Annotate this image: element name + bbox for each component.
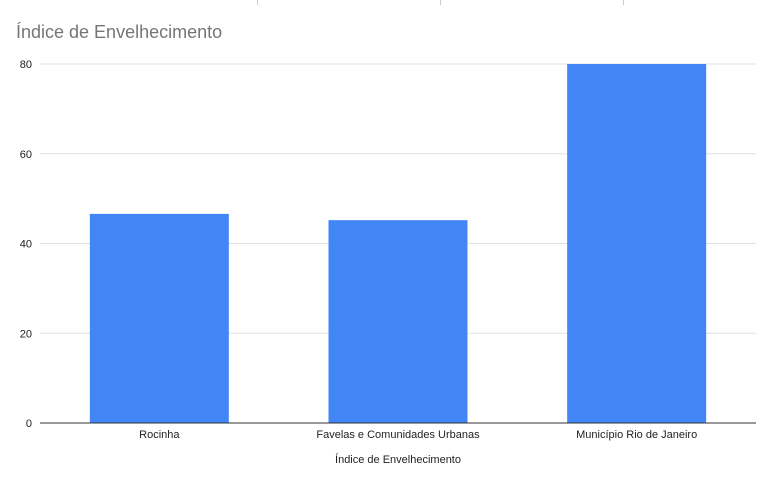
chart-title: Índice de Envelhecimento (16, 22, 223, 42)
x-axis-title: Índice de Envelhecimento (335, 453, 461, 466)
x-tick-label: Rocinha (139, 429, 180, 441)
y-axis-tick-labels: 0 20 40 60 80 (20, 59, 32, 430)
top-edge-tick (257, 0, 258, 5)
top-edge-tick (623, 0, 624, 5)
bar (89, 213, 229, 423)
y-tick-label: 20 (20, 328, 32, 340)
y-tick-label: 0 (26, 418, 32, 430)
top-edge-tick (440, 0, 441, 5)
top-edge-ticks (0, 0, 765, 6)
x-tick-label: Município Rio de Janeiro (576, 429, 697, 441)
bar (328, 220, 468, 423)
y-tick-label: 60 (20, 149, 32, 161)
bar (567, 64, 707, 423)
y-tick-label: 80 (20, 59, 32, 71)
bars (89, 64, 707, 423)
y-tick-label: 40 (20, 239, 32, 251)
x-tick-label: Favelas e Comunidades Urbanas (316, 429, 480, 441)
x-axis-tick-labels: Rocinha Favelas e Comunidades Urbanas Muni… (139, 429, 697, 441)
